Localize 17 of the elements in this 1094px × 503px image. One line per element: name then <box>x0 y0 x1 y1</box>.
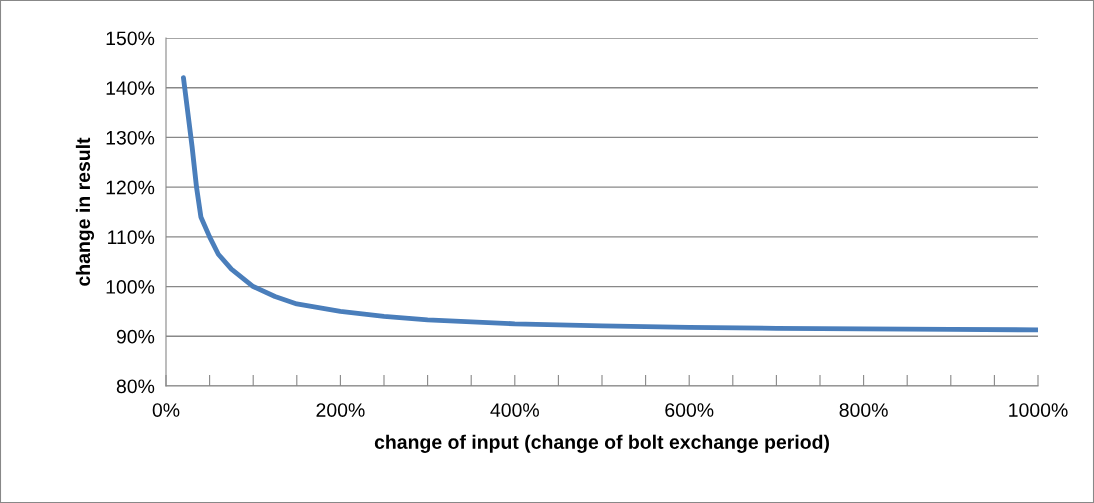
y-axis-title: change in result <box>75 137 95 286</box>
y-tick-label: 130% <box>106 130 155 145</box>
y-tick-label: 90% <box>116 329 155 344</box>
x-tick-label: 200% <box>316 403 365 417</box>
y-tick-label: 110% <box>108 230 155 245</box>
x-tick-label: 0% <box>152 403 180 417</box>
y-tick-label: 120% <box>106 180 155 195</box>
line-series <box>181 75 1038 333</box>
x-tick-label: 1000% <box>1009 403 1068 417</box>
x-tick-label: 400% <box>490 403 539 417</box>
y-tick-label: 150% <box>106 31 155 46</box>
x-axis-title: change of input (change of bolt exchange period) <box>374 434 829 453</box>
x-tick-label: 600% <box>665 403 714 417</box>
y-tick-label: 80% <box>116 379 155 394</box>
y-tick-label: 140% <box>106 81 155 95</box>
x-tick-label: 800% <box>839 403 888 417</box>
y-tick-label: 100% <box>106 280 155 294</box>
